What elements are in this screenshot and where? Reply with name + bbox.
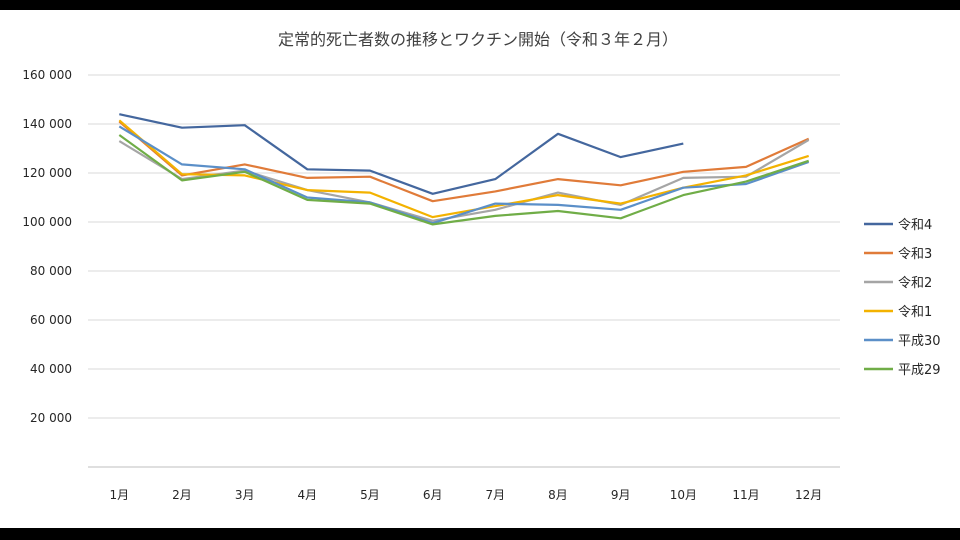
- x-tick-label: 1月: [110, 488, 130, 502]
- chart-title: 定常的死亡者数の推移とワクチン開始（令和３年２月）: [278, 30, 678, 49]
- x-tick-label: 2月: [172, 488, 192, 502]
- series-line-0: [119, 113, 684, 195]
- y-tick-label: 80 000: [30, 264, 72, 278]
- legend: 令和4 令和3 令和2 令和1 平成30 平成29: [864, 218, 941, 378]
- legend-label: 平成29: [898, 363, 941, 378]
- x-tick-label: 10月: [670, 488, 697, 502]
- x-tick-label: 9月: [611, 488, 631, 502]
- y-tick-label: 100 000: [22, 215, 72, 229]
- legend-label: 令和3: [898, 247, 932, 262]
- y-tick-label: 140 000: [22, 117, 72, 131]
- y-axis-ticks: 20 000 40 000 60 000 80 000 100 000 120 000 14…: [22, 68, 72, 425]
- x-tick-label: 5月: [360, 488, 380, 502]
- series-line-3: [118, 119, 810, 219]
- x-tick-label: 3月: [235, 488, 255, 502]
- x-tick-label: 11月: [732, 488, 759, 502]
- series-line-5: [118, 134, 810, 226]
- y-tick-label: 60 000: [30, 313, 72, 327]
- series-line-1: [118, 120, 810, 203]
- series-lines: [118, 113, 810, 226]
- x-tick-label: 12月: [795, 488, 822, 502]
- legend-label: 令和4: [898, 218, 932, 233]
- legend-label: 令和2: [898, 276, 932, 291]
- x-tick-label: 4月: [298, 488, 318, 502]
- x-axis-ticks: 1月 2月 3月 4月 5月 6月 7月 8月 9月 10月 11月 12月: [110, 488, 823, 502]
- y-tick-label: 40 000: [30, 362, 72, 376]
- y-tick-label: 160 000: [22, 68, 72, 82]
- y-tick-label: 120 000: [22, 166, 72, 180]
- legend-label: 令和1: [898, 305, 932, 320]
- gridlines: [88, 74, 840, 468]
- x-tick-label: 8月: [548, 488, 568, 502]
- series-line-4: [118, 125, 810, 225]
- x-tick-label: 7月: [486, 488, 506, 502]
- series-line-2: [118, 138, 810, 222]
- legend-label: 平成30: [898, 334, 941, 349]
- chart-area: [0, 10, 960, 528]
- x-tick-label: 6月: [423, 488, 443, 502]
- y-tick-label: 20 000: [30, 411, 72, 425]
